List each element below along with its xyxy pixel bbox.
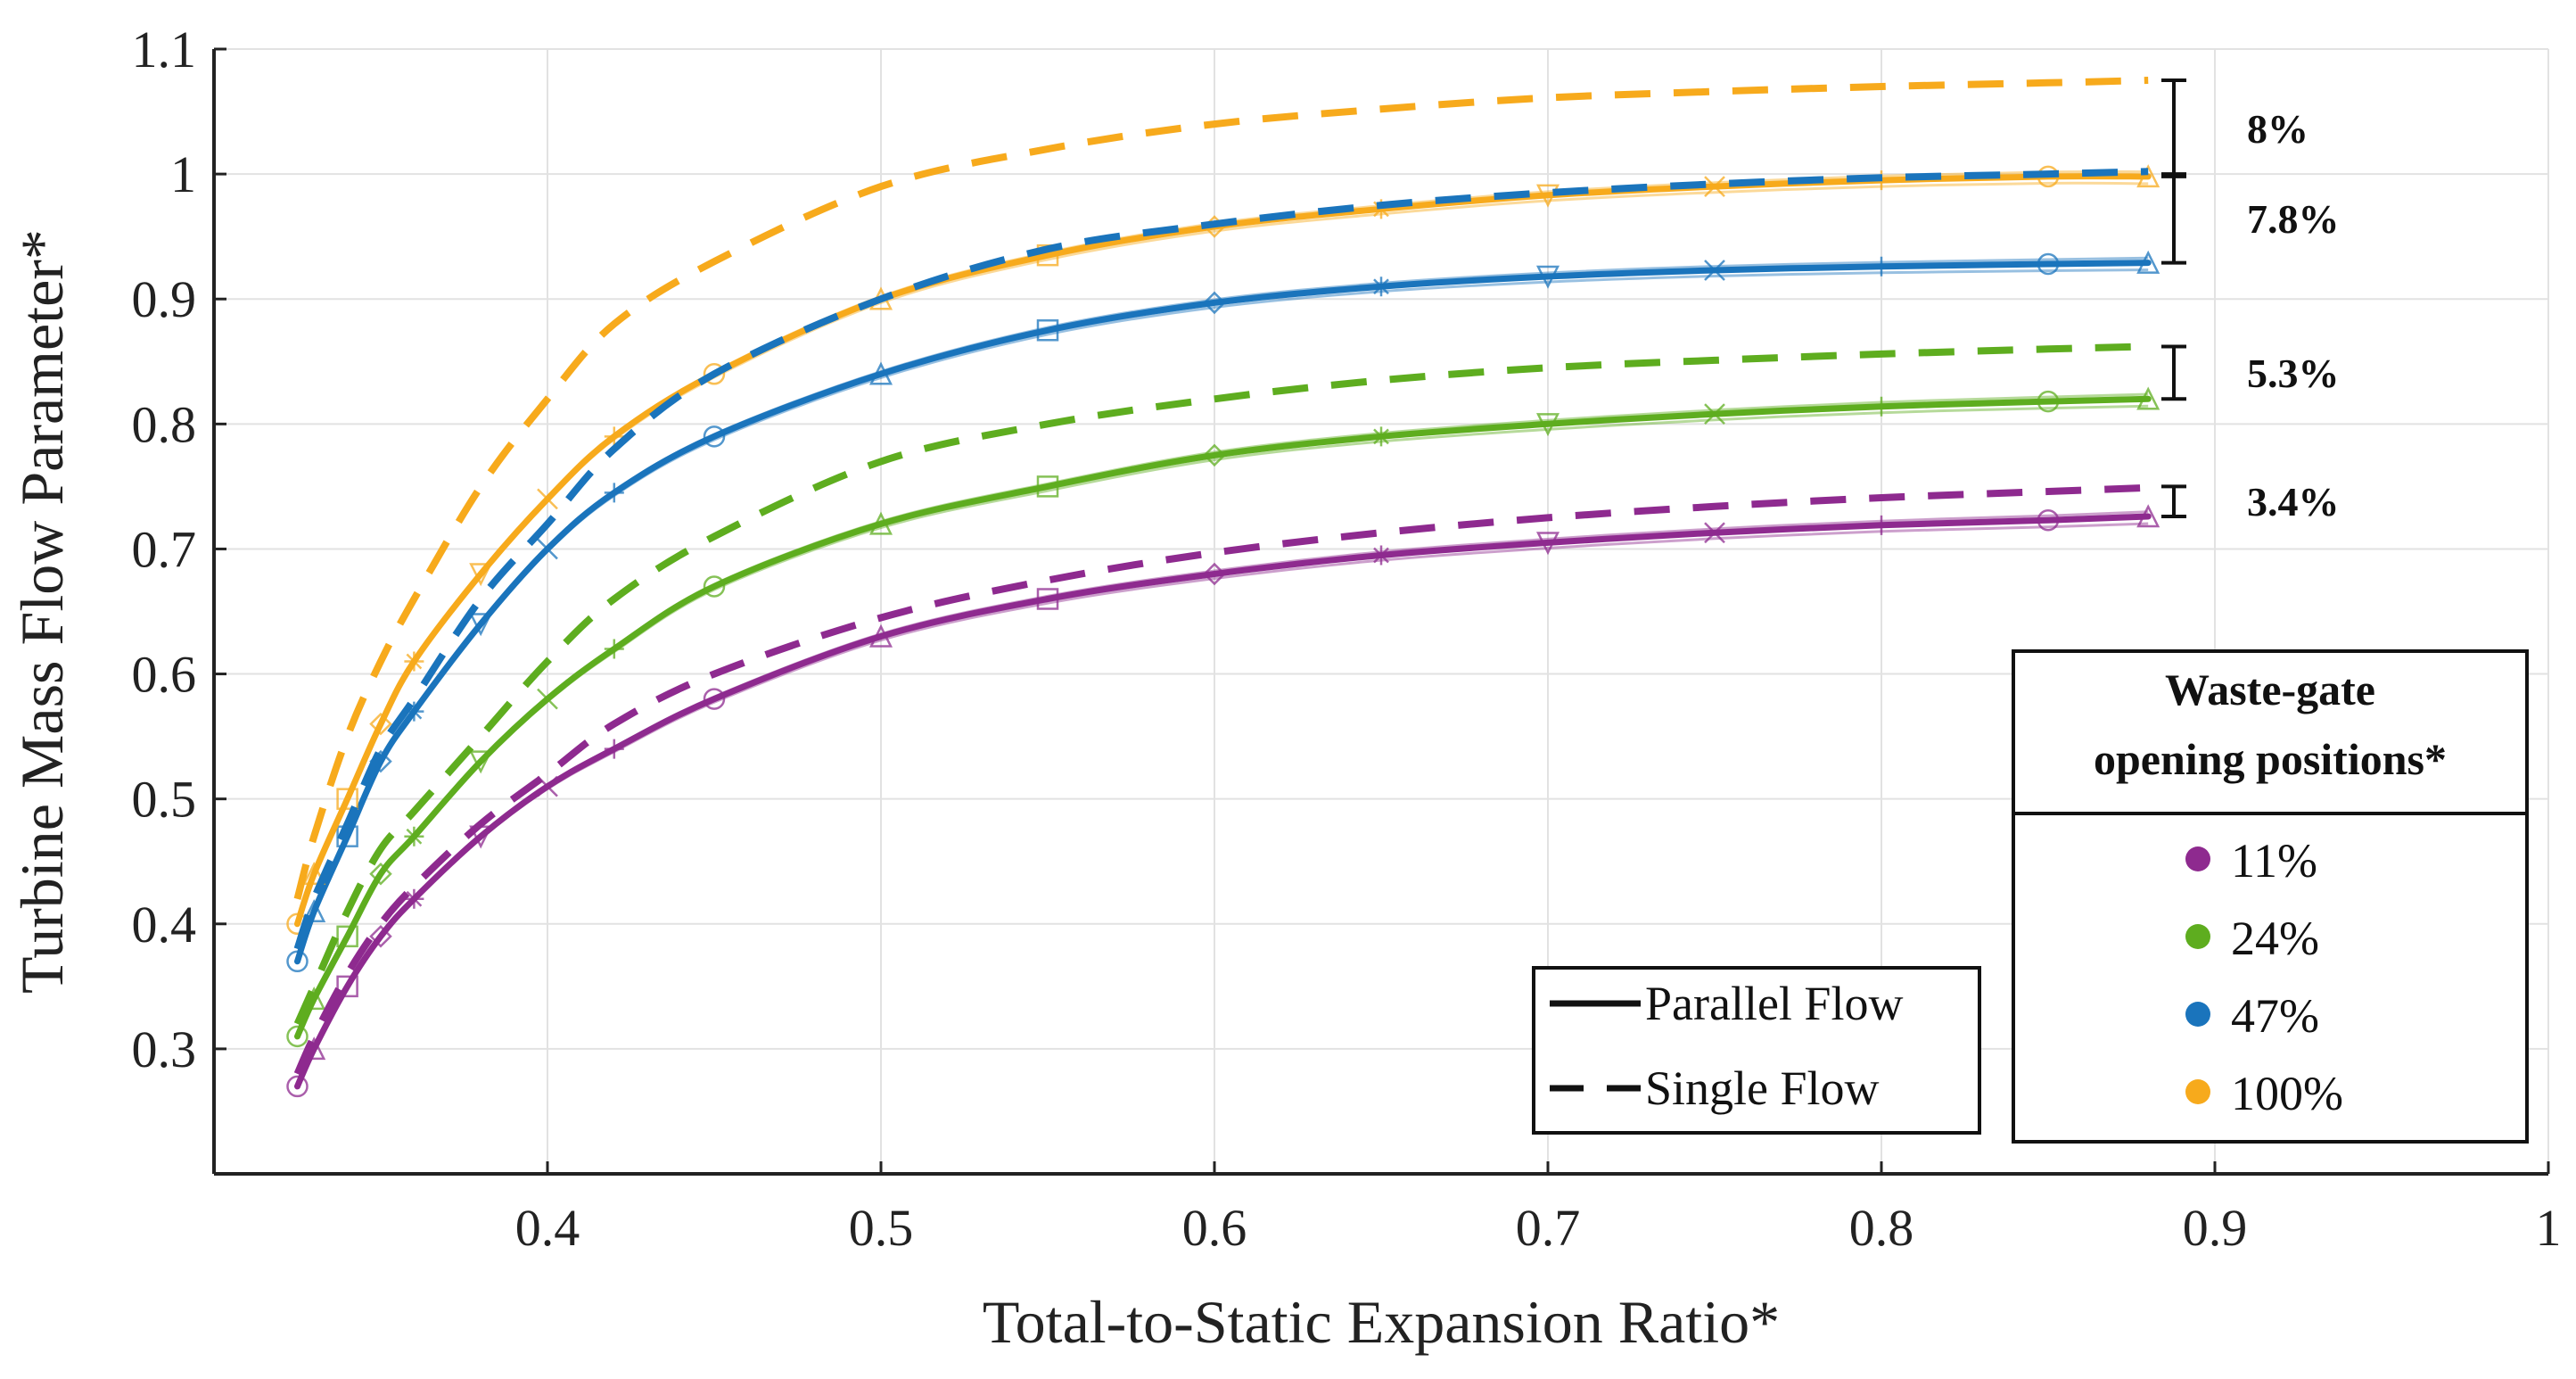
series-layer bbox=[286, 77, 2160, 1098]
series-47-single-line bbox=[293, 168, 2149, 951]
x-tick-label: 0.9 bbox=[2183, 1199, 2248, 1257]
legend-line-style: Parallel Flow Single Flow bbox=[1532, 966, 1981, 1135]
x-tick-label: 0.5 bbox=[849, 1199, 914, 1257]
series-47-parallel-trace bbox=[296, 268, 2149, 962]
series-100-parallel-trace bbox=[296, 181, 2149, 925]
series-24-parallel-point bbox=[469, 750, 493, 774]
legend-24-label: 24% bbox=[2231, 912, 2319, 965]
y-tick-label: 0.5 bbox=[132, 771, 197, 829]
legend-wastegate-box bbox=[2012, 649, 2529, 1144]
y-tick-label: 0.9 bbox=[132, 270, 197, 328]
y-axis-title: Turbine Mass Flow Parameter* bbox=[8, 229, 76, 994]
series-24-single-line bbox=[293, 343, 2149, 1026]
legend-line-style-box bbox=[1532, 966, 1981, 1135]
series-47-parallel-point bbox=[302, 898, 326, 923]
y-tick-label: 1.1 bbox=[132, 21, 197, 78]
x-tick-label: 1 bbox=[2536, 1199, 2562, 1257]
series-47-parallel-point bbox=[703, 425, 726, 448]
series-100-single-line bbox=[293, 77, 2149, 900]
legend-100-label: 100% bbox=[2231, 1067, 2343, 1120]
y-tick-label: 0.6 bbox=[132, 646, 197, 704]
series-11-parallel-point bbox=[703, 688, 726, 710]
series-100-parallel-point bbox=[703, 363, 726, 385]
annotation-2-label: 5.3% bbox=[2247, 351, 2340, 396]
series-11-parallel-point bbox=[369, 925, 392, 948]
legend-wastegate-title-line2: opening positions* bbox=[2094, 734, 2447, 784]
legend-wastegate: Waste-gate opening positions* 11% 24% 47… bbox=[2012, 649, 2529, 1144]
annotation-0-label: 8% bbox=[2247, 106, 2309, 152]
legend-47-label: 47% bbox=[2231, 989, 2319, 1043]
series-11-single-line bbox=[293, 483, 2149, 1076]
x-tick-label: 0.8 bbox=[1849, 1199, 1914, 1257]
series-11-parallel-line bbox=[294, 513, 2152, 1090]
axes bbox=[212, 47, 2550, 1176]
legend-47-marker bbox=[2185, 1002, 2210, 1027]
legend-single-flow-label: Single Flow bbox=[1645, 1061, 1880, 1115]
series-11-parallel-point bbox=[286, 1075, 309, 1098]
legend-11-label: 11% bbox=[2231, 834, 2317, 888]
series-100-parallel-line bbox=[294, 173, 2152, 928]
legend-11-marker bbox=[2185, 846, 2210, 871]
series-100-parallel-point bbox=[469, 563, 493, 587]
series-100-parallel-point bbox=[302, 861, 326, 885]
series-11-parallel-point bbox=[336, 975, 358, 998]
legend-24-marker bbox=[2185, 924, 2210, 949]
percentage-annotations: 8% 7.8% 5.3% 3.4% bbox=[2161, 78, 2340, 524]
y-tick-label: 0.8 bbox=[132, 395, 197, 453]
y-tick-label: 0.3 bbox=[132, 1020, 197, 1078]
annotation-1-label: 7.8% bbox=[2247, 196, 2340, 242]
series-24-parallel-point bbox=[336, 925, 358, 948]
series-100-parallel-point bbox=[369, 712, 392, 736]
y-tick-label: 1 bbox=[170, 145, 196, 203]
legend-100-marker bbox=[2185, 1079, 2210, 1104]
series-24-parallel-point bbox=[703, 575, 726, 598]
x-tick-label: 0.4 bbox=[515, 1199, 580, 1257]
legend-parallel-flow-label: Parallel Flow bbox=[1645, 977, 1903, 1030]
x-axis-title: Total-to-Static Expansion Ratio* bbox=[983, 1288, 1780, 1356]
x-tick-label: 0.7 bbox=[1516, 1199, 1581, 1257]
series-47-parallel-line bbox=[294, 260, 2152, 965]
y-tick-label: 0.7 bbox=[132, 520, 197, 578]
series-100-parallel-trace bbox=[296, 169, 2149, 925]
tick-labels: 0.4 0.5 0.6 0.7 0.8 0.9 1 0.3 0.4 0.5 0.6 0.7 0.8 0.9… bbox=[132, 21, 2562, 1257]
annotation-3-label: 3.4% bbox=[2247, 479, 2340, 524]
series-47-parallel-point bbox=[469, 613, 493, 637]
y-tick-label: 0.4 bbox=[132, 896, 197, 954]
series-24-parallel-point bbox=[286, 1025, 309, 1048]
series-100-parallel-point bbox=[336, 788, 358, 810]
series-24-parallel-point bbox=[369, 862, 392, 886]
x-tick-label: 0.6 bbox=[1182, 1199, 1247, 1257]
series-24-parallel-line bbox=[294, 395, 2152, 1040]
legend-wastegate-title-line1: Waste-gate bbox=[2165, 665, 2375, 714]
